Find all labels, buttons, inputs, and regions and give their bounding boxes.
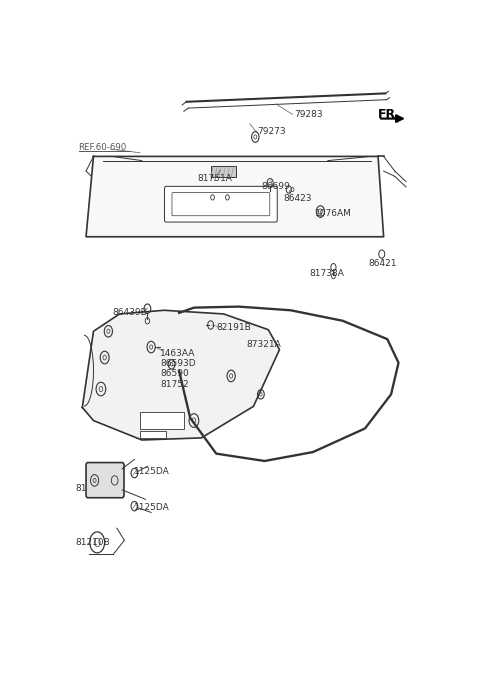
Text: 86699: 86699 <box>261 182 289 192</box>
Text: FR.: FR. <box>378 108 401 121</box>
Text: 86423: 86423 <box>283 194 312 203</box>
FancyBboxPatch shape <box>86 462 124 498</box>
Text: 81230: 81230 <box>75 484 104 493</box>
Bar <box>140 412 184 430</box>
Text: 86421: 86421 <box>369 258 397 267</box>
Bar <box>140 431 166 438</box>
Text: 81751A: 81751A <box>198 175 232 183</box>
Text: 86593D: 86593D <box>160 359 196 368</box>
Text: 81752: 81752 <box>160 380 189 389</box>
Text: 1463AA: 1463AA <box>160 349 196 358</box>
Text: 1076AM: 1076AM <box>315 209 352 218</box>
Text: 1125DA: 1125DA <box>134 503 170 512</box>
Text: 79273: 79273 <box>257 128 286 136</box>
Polygon shape <box>86 156 384 237</box>
FancyBboxPatch shape <box>172 192 270 216</box>
Text: 1125DA: 1125DA <box>134 467 170 476</box>
Text: 86590: 86590 <box>160 370 189 379</box>
Text: 86439B: 86439B <box>112 308 147 317</box>
Text: 81738A: 81738A <box>309 269 344 278</box>
Bar <box>211 166 236 177</box>
FancyBboxPatch shape <box>165 186 277 222</box>
Text: 79283: 79283 <box>294 110 323 119</box>
Polygon shape <box>83 310 279 440</box>
Text: 82191B: 82191B <box>216 323 251 331</box>
Text: REF.60-690: REF.60-690 <box>79 143 127 152</box>
Text: 87321A: 87321A <box>246 340 281 349</box>
Text: 81210B: 81210B <box>75 538 109 548</box>
